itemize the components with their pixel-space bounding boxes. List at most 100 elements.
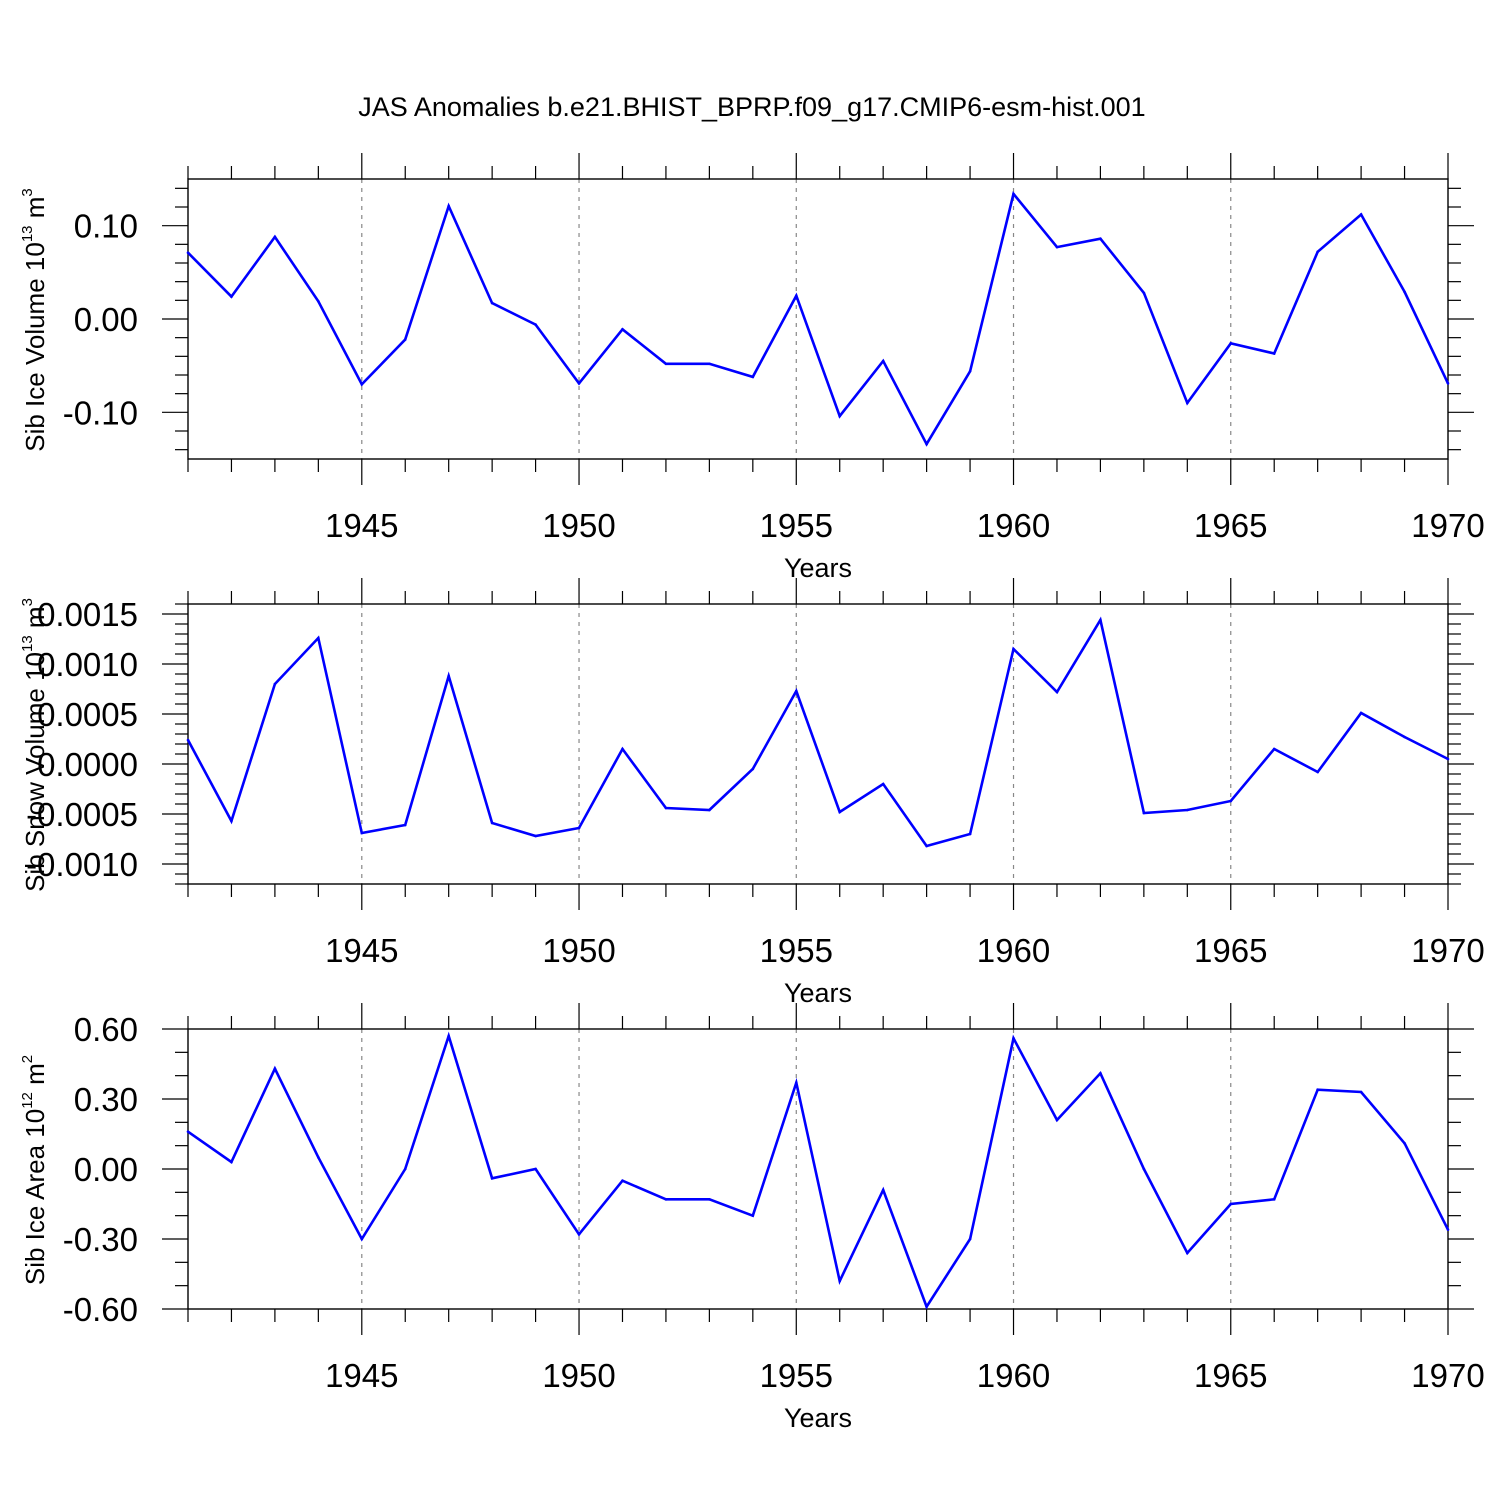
data-point (1272, 1198, 1276, 1201)
x-axis-label: Years (784, 978, 852, 1008)
y-tick-label: 0.10 (74, 208, 138, 245)
x-tick-label: 1955 (760, 932, 833, 969)
data-point (1186, 808, 1189, 812)
data-point (1446, 757, 1450, 761)
x-tick-label: 1945 (325, 1357, 398, 1394)
data-point (534, 1167, 537, 1171)
y-axis-label-exponent: 13 (19, 225, 36, 242)
y-tick-label: 0.00 (74, 301, 138, 338)
data-point (1012, 647, 1015, 651)
data-point (1229, 341, 1233, 345)
data-point (1359, 213, 1363, 216)
data-point (317, 299, 320, 303)
figure-title: JAS Anomalies b.e21.BHIST_BPRP.f09_g17.C… (358, 92, 1145, 122)
data-point (881, 359, 885, 363)
plot-frame (187, 178, 1449, 460)
plot-frame (187, 1028, 1449, 1310)
data-point (490, 1177, 494, 1180)
x-tick-label: 1965 (1194, 1357, 1267, 1394)
data-point (186, 1130, 190, 1133)
y-tick-label: 0.0000 (37, 746, 138, 783)
x-axis-label: Years (784, 553, 852, 583)
data-point (751, 375, 755, 379)
data-point (186, 251, 190, 255)
data-point (230, 1160, 233, 1164)
data-point (838, 810, 842, 814)
x-tick-label: 1950 (542, 507, 615, 544)
data-point (1055, 245, 1059, 249)
x-tick-label: 1960 (977, 932, 1050, 969)
panel-snow: 0.0015 0.0010 0.0005 0.0000 -0.0005 -0.0010 19… (19, 578, 1485, 1008)
data-point (1359, 711, 1363, 715)
y-axis-label-exponent: 12 (19, 1092, 36, 1109)
data-point (1446, 382, 1450, 385)
data-point (1229, 799, 1233, 803)
data-point (534, 834, 537, 838)
data-point (1055, 690, 1059, 694)
y-axis-label-unit-exponent: 3 (19, 188, 36, 196)
data-point (534, 323, 537, 326)
y-axis-label-unit: m (20, 606, 50, 635)
data-point (317, 636, 320, 640)
data-point (490, 821, 494, 825)
x-tick-label: 1965 (1194, 932, 1267, 969)
panels: 0.10 0.00 -0.10 1945 1950 1955 1960 1965 1970 Yea… (19, 153, 1485, 1433)
y-axis-label-unit: m (20, 1063, 50, 1092)
data-point (403, 1167, 407, 1171)
data-point (577, 1233, 581, 1236)
y-tick-label: 0.60 (74, 1011, 138, 1048)
data-point (360, 1237, 364, 1241)
data-point (447, 674, 450, 678)
data-point (1272, 352, 1276, 355)
x-tick-label: 1950 (542, 932, 615, 969)
data-point (1359, 1090, 1363, 1094)
data-point (751, 767, 755, 771)
data-point (1186, 401, 1189, 405)
x-axis-label: Years (784, 1403, 852, 1433)
data-point (403, 338, 407, 341)
data-point (1099, 1072, 1102, 1075)
x-tick-label: 1945 (325, 507, 398, 544)
data-point (1403, 1142, 1406, 1145)
x-tick-label: 1965 (1194, 507, 1267, 544)
data-point (447, 204, 450, 208)
data-point (1403, 290, 1406, 294)
data-point (1012, 1037, 1015, 1040)
y-axis-label: Sib Ice Volume 1013 m3 (19, 188, 50, 452)
data-point (1403, 735, 1406, 739)
y-tick-label: -0.0010 (26, 846, 138, 883)
data-point (230, 819, 233, 823)
y-tick-label: 0.0010 (37, 646, 138, 683)
data-point (273, 235, 277, 239)
data-point (1099, 618, 1102, 622)
data-point (186, 738, 190, 742)
data-point (708, 362, 711, 366)
data-point (621, 327, 624, 331)
data-point (1316, 770, 1319, 774)
data-point (664, 1198, 668, 1201)
data-point (881, 1188, 885, 1192)
data-point (968, 832, 972, 836)
x-tick-label: 1955 (760, 1357, 833, 1394)
y-tick-label: 0.0015 (37, 596, 138, 633)
data-point (751, 1214, 755, 1217)
y-tick-label: -0.0005 (26, 796, 138, 833)
data-point (664, 806, 668, 810)
plot-frame (187, 603, 1449, 885)
data-point (273, 1067, 277, 1070)
data-point (577, 826, 581, 830)
y-axis-label-unit-exponent: 3 (19, 598, 36, 606)
data-point (577, 382, 581, 385)
data-point (838, 414, 842, 418)
data-point (447, 1034, 450, 1038)
data-point (1186, 1251, 1189, 1255)
data-point (1099, 237, 1102, 241)
y-axis-label: Sib Ice Area 1012 m2 (19, 1055, 50, 1285)
data-point (1316, 1088, 1319, 1091)
x-tick-label: 1955 (760, 507, 833, 544)
x-tick-label: 1970 (1411, 1357, 1484, 1394)
y-axis-label-main: Sib Ice Area 10 (20, 1109, 50, 1285)
data-point (230, 295, 233, 298)
data-point (794, 1081, 798, 1084)
data-point (1055, 1118, 1059, 1122)
